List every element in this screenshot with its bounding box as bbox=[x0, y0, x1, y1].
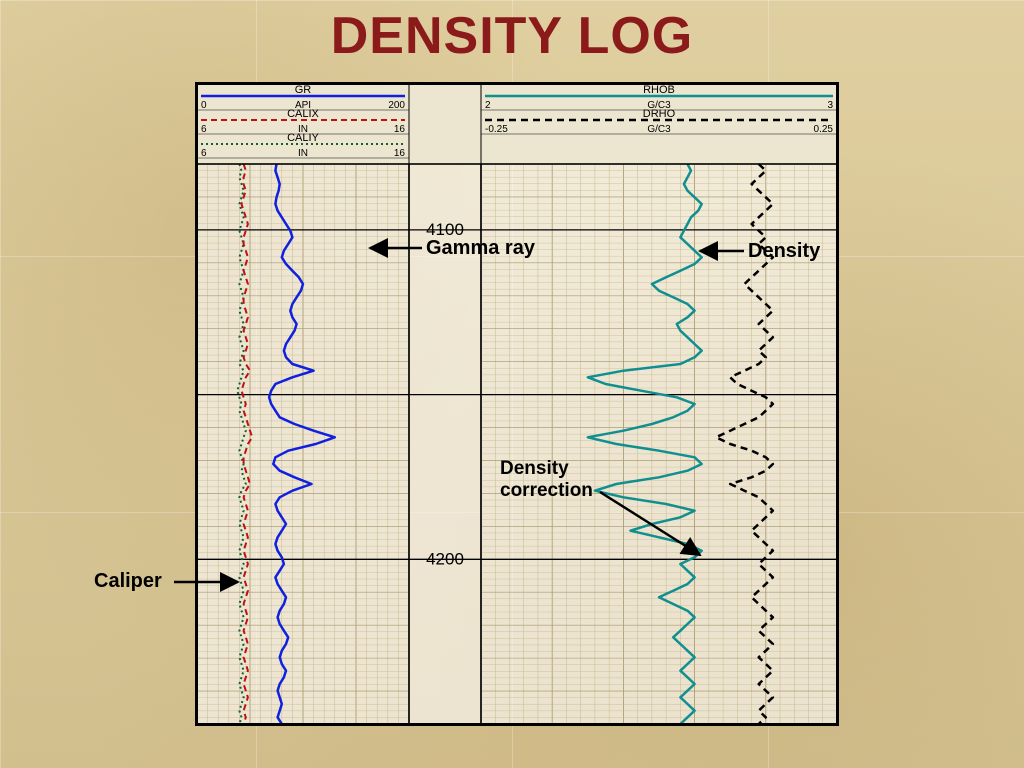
annotation-arrows bbox=[0, 0, 1024, 768]
